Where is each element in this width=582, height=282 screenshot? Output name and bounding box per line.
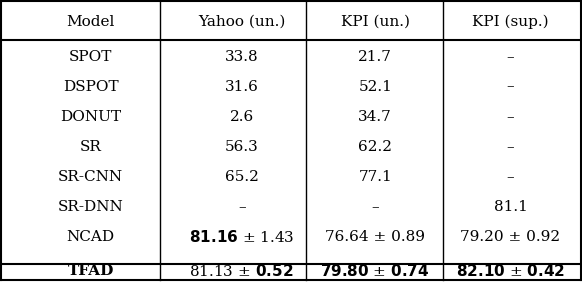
Text: 77.1: 77.1 [359,170,392,184]
Text: –: – [507,110,514,124]
Text: KPI (sup.): KPI (sup.) [472,14,549,29]
Text: TFAD: TFAD [68,264,114,278]
Text: –: – [507,80,514,94]
Text: –: – [507,140,514,154]
Text: –: – [507,50,514,64]
Text: 31.6: 31.6 [225,80,258,94]
Text: –: – [238,200,246,214]
Text: KPI (un.): KPI (un.) [340,15,410,29]
Text: SR-DNN: SR-DNN [58,200,123,214]
Text: Yahoo (un.): Yahoo (un.) [198,15,285,29]
Text: 2.6: 2.6 [229,110,254,124]
Text: DONUT: DONUT [60,110,121,124]
Text: SR-CNN: SR-CNN [58,170,123,184]
Text: 81.13 ± $\mathbf{0.52}$: 81.13 ± $\mathbf{0.52}$ [189,263,294,279]
Text: 62.2: 62.2 [358,140,392,154]
Text: 76.64 ± 0.89: 76.64 ± 0.89 [325,230,425,244]
Text: $\mathbf{82.10}$ ± $\mathbf{0.42}$: $\mathbf{82.10}$ ± $\mathbf{0.42}$ [456,263,565,279]
Text: 56.3: 56.3 [225,140,258,154]
Text: 79.20 ± 0.92: 79.20 ± 0.92 [460,230,560,244]
Text: –: – [507,170,514,184]
Text: DSPOT: DSPOT [63,80,119,94]
Text: NCAD: NCAD [66,230,115,244]
Text: 21.7: 21.7 [359,50,392,64]
Text: 52.1: 52.1 [359,80,392,94]
Text: SR: SR [80,140,102,154]
Text: –: – [371,200,379,214]
Text: 81.1: 81.1 [494,200,527,214]
Text: $\mathbf{81.16}$ ± 1.43: $\mathbf{81.16}$ ± 1.43 [189,229,294,245]
Text: SPOT: SPOT [69,50,112,64]
Text: Model: Model [66,15,115,29]
Text: 65.2: 65.2 [225,170,258,184]
Text: $\mathbf{79.80}$ ± $\mathbf{0.74}$: $\mathbf{79.80}$ ± $\mathbf{0.74}$ [321,263,430,279]
Text: 34.7: 34.7 [359,110,392,124]
Text: 33.8: 33.8 [225,50,258,64]
